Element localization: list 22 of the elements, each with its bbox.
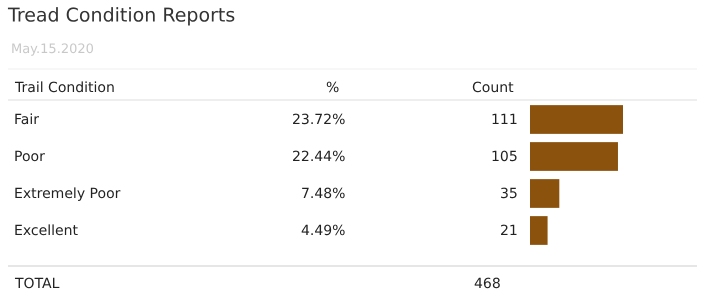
- text: 23.72%: [292, 112, 346, 128]
- data-label: 21: [500, 223, 518, 239]
- text: 468: [474, 276, 501, 292]
- text: TOTAL: [14, 276, 60, 292]
- bar: [530, 216, 548, 245]
- data-label: 35: [500, 186, 518, 202]
- data-label: 111: [491, 112, 518, 128]
- text: Count: [472, 80, 514, 96]
- y-tick-label: Excellent: [14, 223, 78, 239]
- y-tick-label: Extremely Poor: [14, 186, 121, 202]
- text: 7.48%: [301, 186, 346, 202]
- text: %: [326, 80, 340, 96]
- data-label: 105: [491, 149, 518, 165]
- text: Tread Condition Reports: [7, 4, 236, 26]
- bar: [530, 105, 623, 134]
- text: 22.44%: [292, 149, 346, 165]
- text: 4.49%: [301, 223, 346, 239]
- bar: [530, 179, 560, 208]
- bar: [530, 142, 618, 171]
- y-axis-title: Trail Condition: [14, 80, 115, 96]
- y-tick-label: Fair: [14, 112, 40, 128]
- y-tick-label: Poor: [14, 149, 46, 165]
